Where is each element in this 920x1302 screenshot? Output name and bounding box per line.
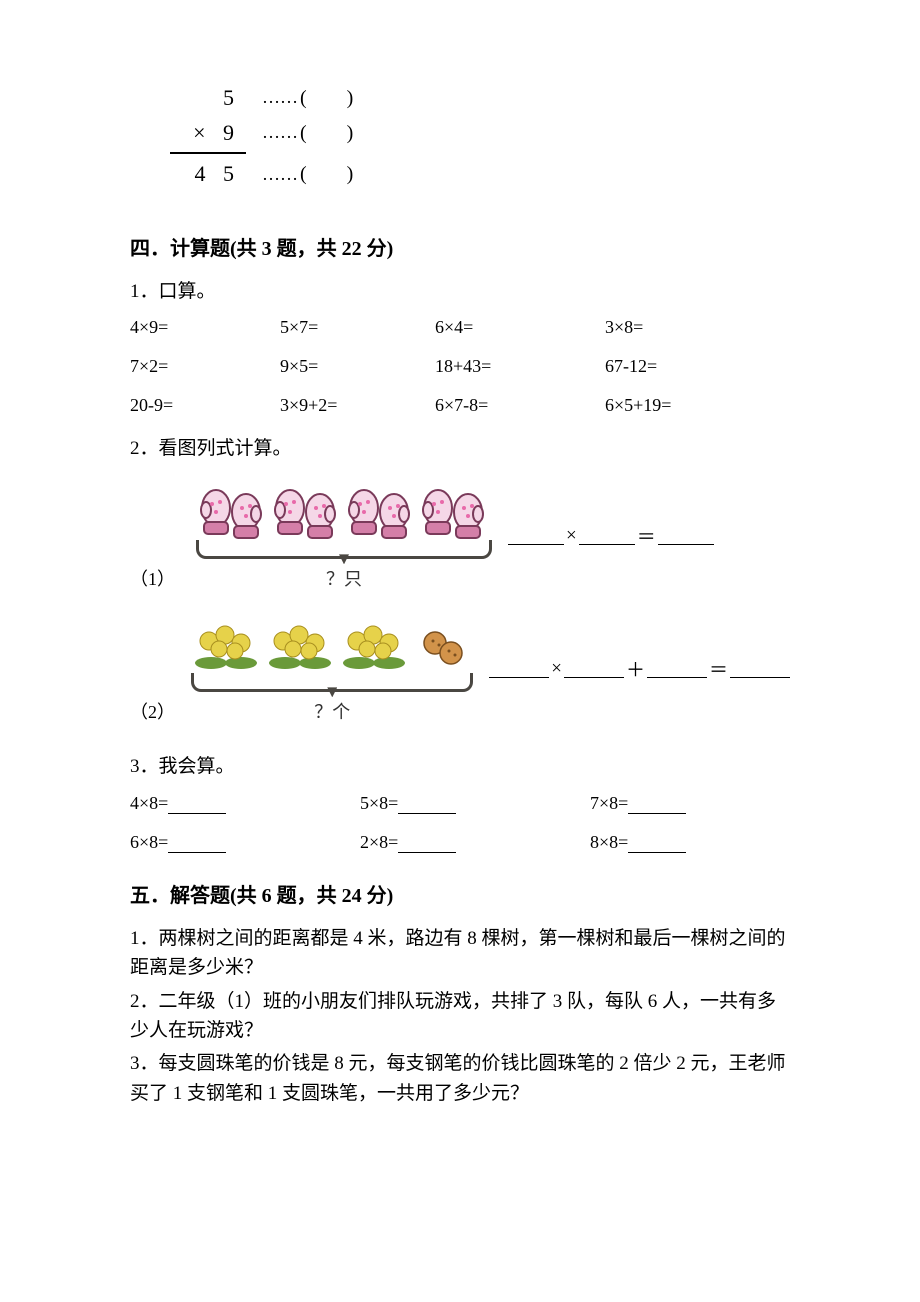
flower-cluster-icon xyxy=(339,619,413,673)
q5-3: 3．每支圆珠笔的价钱是 8 元，每支钢笔的价钱比圆珠笔的 2 倍少 2 元，王老… xyxy=(130,1049,790,1108)
paren-blank: ( ) xyxy=(300,82,370,114)
dots: …… xyxy=(262,83,298,112)
cell: 5×8= xyxy=(360,793,590,814)
mult-rule xyxy=(170,152,246,154)
curly-brace xyxy=(191,673,473,692)
cell: 3×9+2= xyxy=(280,395,435,416)
cell: 8×8= xyxy=(590,832,820,853)
brace-label: ？只 xyxy=(196,565,492,591)
cookie-pair-icon xyxy=(413,619,473,673)
blank xyxy=(564,659,624,678)
figure-2-row: （2） xyxy=(130,619,790,724)
mental-math-grid: 4×9= 5×7= 6×4= 3×8= 7×2= 9×5= 18+43= 67-… xyxy=(130,317,790,416)
q4-1-label: 1．口算。 xyxy=(130,277,790,307)
blank xyxy=(730,659,790,678)
cell: 6×5+19= xyxy=(605,395,775,416)
equals-sign: ＝ xyxy=(709,655,728,682)
dots: …… xyxy=(262,118,298,147)
blank xyxy=(489,659,549,678)
cell: 7×8= xyxy=(590,793,820,814)
flower-cluster-icon xyxy=(191,619,265,673)
q4-2-label: 2．看图列式计算。 xyxy=(130,434,790,464)
equals-sign: ＝ xyxy=(637,522,656,549)
fig1-equation: × ＝ xyxy=(508,522,714,591)
q5-2: 2．二年级（1）班的小朋友们排队玩游戏，共排了 3 队，每队 6 人，一共有多少… xyxy=(130,987,790,1046)
fig2-equation: × ＋ ＝ xyxy=(489,655,790,724)
curly-brace xyxy=(196,540,492,559)
blank xyxy=(658,526,714,545)
times-sign: × xyxy=(566,525,577,547)
dots: …… xyxy=(262,160,298,189)
q5-1: 1．两棵树之间的距离都是 4 米，路边有 8 棵树，第一棵树和最后一棵树之间的距… xyxy=(130,924,790,983)
cell: 3×8= xyxy=(605,317,775,338)
cell: 4×8= xyxy=(130,793,360,814)
cell: 5×7= xyxy=(280,317,435,338)
blank xyxy=(508,526,564,545)
paren-blank: ( ) xyxy=(300,117,370,149)
figure-1-row: （1） xyxy=(130,484,790,591)
mitten-group xyxy=(196,484,492,540)
paren-blank: ( ) xyxy=(300,158,370,190)
cell: 7×2= xyxy=(130,356,280,377)
cell: 2×8= xyxy=(360,832,590,853)
mitten-pair-icon xyxy=(196,484,270,540)
blank xyxy=(647,659,707,678)
q4-3-label: 3．我会算。 xyxy=(130,752,790,782)
brace-label: ？个 xyxy=(191,698,473,724)
blank xyxy=(579,526,635,545)
cell: 6×4= xyxy=(435,317,605,338)
flower-group xyxy=(191,619,473,673)
mult-row-1: 5 xyxy=(170,80,246,115)
section-5-title: 五．解答题(共 6 题，共 24 分) xyxy=(130,879,790,908)
fig2-index: （2） xyxy=(130,698,185,724)
vertical-multiplication: 5 …… ( ) × 9 …… ( ) 4 5 …… ( ) xyxy=(170,80,790,192)
cell: 18+43= xyxy=(435,356,605,377)
section-4-title: 四．计算题(共 3 题，共 22 分) xyxy=(130,232,790,261)
cell: 9×5= xyxy=(280,356,435,377)
mitten-pair-icon xyxy=(344,484,418,540)
plus-sign: ＋ xyxy=(626,655,645,682)
mitten-pair-icon xyxy=(270,484,344,540)
cell: 6×7-8= xyxy=(435,395,605,416)
cell: 20-9= xyxy=(130,395,280,416)
cell: 4×9= xyxy=(130,317,280,338)
mult-row-2: × 9 xyxy=(170,115,246,150)
times-sign: × xyxy=(551,658,562,680)
flower-cluster-icon xyxy=(265,619,339,673)
wohui-grid: 4×8= 5×8= 7×8= 6×8= 2×8= 8×8= xyxy=(130,793,790,853)
fig1-index: （1） xyxy=(130,565,190,591)
mitten-pair-icon xyxy=(418,484,492,540)
cell: 6×8= xyxy=(130,832,360,853)
cell: 67-12= xyxy=(605,356,775,377)
mult-row-3: 4 5 xyxy=(170,156,246,191)
